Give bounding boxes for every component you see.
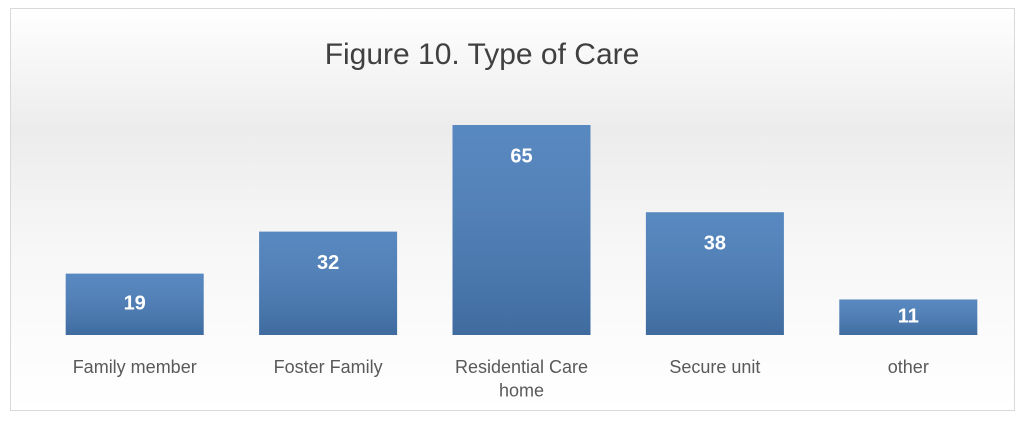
value-label: 11 [898, 306, 919, 328]
x-tick-label: Family member [73, 357, 197, 377]
bar-shade [65, 273, 204, 335]
value-label: 38 [704, 233, 726, 255]
bar-shade [839, 299, 978, 335]
chart-title: Figure 10. Type of Care [325, 38, 640, 71]
x-tick-label: other [888, 357, 929, 377]
value-label: 32 [317, 252, 339, 274]
value-label: 65 [510, 145, 532, 167]
value-label: 19 [124, 293, 146, 315]
x-tick-label: Residential Care home [455, 357, 588, 400]
x-tick-label: Secure unit [669, 357, 760, 377]
bar-shade [452, 125, 591, 335]
x-tick-label: Foster Family [274, 357, 383, 377]
bar-shade [259, 231, 398, 335]
bar-shade [645, 212, 784, 335]
